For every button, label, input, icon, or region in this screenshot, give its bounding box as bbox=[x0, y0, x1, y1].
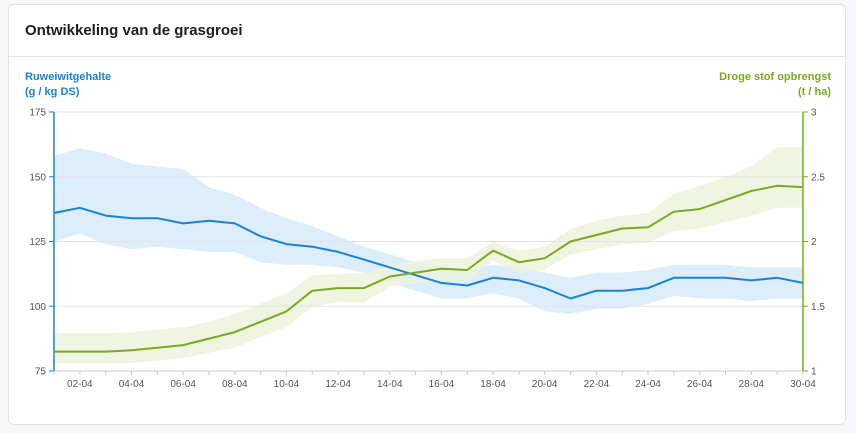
x-tick-label: 02-04 bbox=[67, 379, 93, 390]
card-title: Ontwikkeling van de grasgroei bbox=[25, 22, 243, 39]
card-header: Ontwikkeling van de grasgroei bbox=[9, 5, 845, 57]
drymatter-series-line bbox=[54, 184, 804, 353]
right-tick-label: 2.5 bbox=[811, 172, 825, 183]
left-tick-label: 75 bbox=[35, 367, 47, 378]
left-tick-label: 100 bbox=[29, 302, 46, 313]
x-tick-label: 14-04 bbox=[377, 379, 403, 390]
x-tick-label: 06-04 bbox=[170, 379, 196, 390]
left-tick-label: 150 bbox=[29, 172, 46, 183]
left-axis-unit: (g / kg DS) bbox=[25, 86, 80, 98]
protein-confidence-band bbox=[54, 148, 803, 314]
x-tick-label: 08-04 bbox=[222, 379, 248, 390]
x-tick-label: 28-04 bbox=[739, 379, 765, 390]
x-tick-label: 22-04 bbox=[584, 379, 610, 390]
right-tick-label: 1 bbox=[811, 367, 817, 378]
left-tick-label: 125 bbox=[29, 237, 46, 248]
x-tick-label: 20-04 bbox=[532, 379, 558, 390]
x-tick-label: 24-04 bbox=[635, 379, 661, 390]
right-axis-unit: (t / ha) bbox=[798, 86, 831, 98]
x-tick-label: 18-04 bbox=[480, 379, 506, 390]
drymatter-confidence-band bbox=[54, 147, 803, 364]
x-tick-label: 26-04 bbox=[687, 379, 713, 390]
right-tick-label: 1.5 bbox=[811, 302, 825, 313]
left-axis-title: Ruweiwitgehalte bbox=[25, 71, 111, 83]
right-tick-label: 2 bbox=[811, 237, 817, 248]
x-tick-label: 30-04 bbox=[790, 379, 816, 390]
x-tick-label: 16-04 bbox=[429, 379, 455, 390]
x-tick-label: 12-04 bbox=[325, 379, 351, 390]
left-tick-label: 175 bbox=[29, 108, 46, 119]
x-tick-label: 10-04 bbox=[274, 379, 300, 390]
right-axis-title: Droge stof opbrengst bbox=[719, 71, 831, 83]
x-tick-label: 04-04 bbox=[119, 379, 145, 390]
right-tick-label: 3 bbox=[811, 108, 817, 119]
protein-series-line bbox=[53, 206, 804, 300]
